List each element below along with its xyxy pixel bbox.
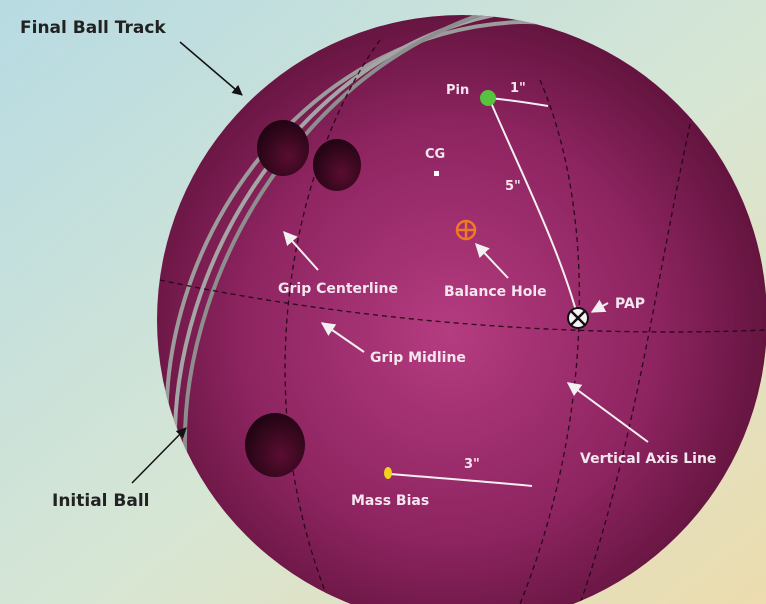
mass-bias-measure-line: [389, 473, 533, 487]
three-inch-label: 3": [464, 457, 480, 472]
final-ball-track-label: Final Ball Track: [20, 18, 166, 38]
pin-label: Pin: [446, 83, 469, 98]
pin-to-pap-measure-line: [488, 97, 579, 319]
pap-marker: [567, 307, 589, 329]
mass-bias-marker: [384, 467, 392, 479]
finger-hole-1: [257, 120, 309, 176]
pin-marker: [480, 90, 496, 106]
initial-ball-label: Initial Ball: [52, 491, 150, 511]
grip-centerline-arrow: [283, 230, 319, 271]
initial-ball-arrow: [131, 427, 187, 484]
secondary-axis-dashed: [579, 79, 701, 604]
thumb-hole: [245, 413, 305, 477]
grip-midline-dashed: [159, 279, 766, 333]
finger-hole-2: [313, 139, 361, 191]
final-ball-track-arrow: [179, 41, 243, 96]
vertical-axis-line-label: Vertical Axis Line: [580, 451, 716, 467]
grip-midline-arrow: [320, 322, 365, 353]
balance-hole-label: Balance Hole: [444, 284, 547, 300]
grip-centerline-dashed: [284, 39, 381, 604]
grip-midline-label: Grip Midline: [370, 350, 466, 366]
balance-hole-arrow: [475, 242, 509, 279]
bowling-ball: [157, 15, 766, 604]
mass-bias-label: Mass Bias: [351, 493, 429, 509]
cg-marker: [434, 171, 439, 176]
cg-label: CG: [425, 147, 445, 162]
vertical-axis-line-dashed: [519, 79, 580, 604]
balance-hole-marker: [455, 219, 477, 241]
five-inch-label: 5": [505, 179, 521, 194]
pap-arrow: [590, 299, 609, 313]
one-inch-label: 1": [510, 81, 526, 96]
vertical-axis-line-arrow: [566, 382, 649, 443]
grip-centerline-label: Grip Centerline: [278, 281, 398, 297]
pap-label: PAP: [615, 296, 645, 312]
